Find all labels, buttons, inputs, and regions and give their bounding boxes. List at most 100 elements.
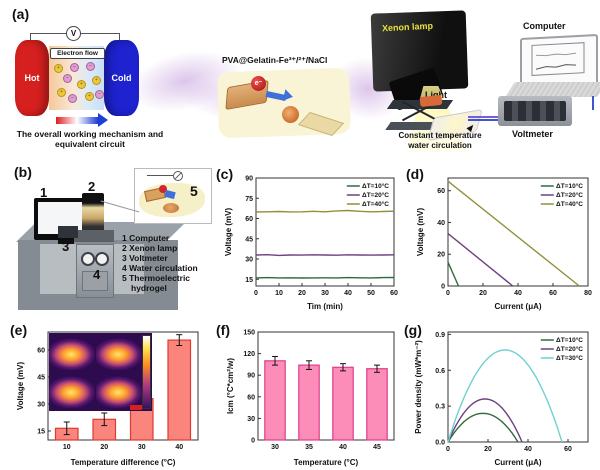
svg-text:45: 45 [373,444,381,451]
svg-text:45: 45 [37,375,45,382]
svg-text:40: 40 [437,220,445,227]
svg-text:60: 60 [247,394,255,401]
inset-rolled-gel [163,203,179,213]
chart-c: 15 30 45 60 75 90 0 10 20 30 40 50 60 ΔT=10°CΔT=20°CΔ… [224,176,398,312]
svg-text:Temperature (°C): Temperature (°C) [294,458,359,467]
svg-text:45: 45 [245,236,253,243]
svg-text:40: 40 [175,444,183,451]
svg-text:60: 60 [390,290,398,297]
cation-icon: + [54,64,63,73]
panel-g-label: (g) [404,322,422,338]
svg-text:ΔT=20°C: ΔT=20°C [362,191,389,199]
svg-text:0.9: 0.9 [435,332,445,339]
svg-text:0: 0 [441,284,445,291]
svg-text:90: 90 [245,176,253,183]
water-circulation-label-line1: Constant temperature [398,131,482,140]
svg-text:60: 60 [437,188,445,195]
svg-text:ΔT=10°C: ΔT=10°C [556,182,583,190]
svg-text:35: 35 [305,444,313,451]
cold-side: Cold [104,40,139,116]
voltmeter-display [504,101,566,121]
chart-f: 0 30 60 90 120 150 30 35 40 45 Temperature (°C) Icm… [226,330,395,467]
svg-text:60: 60 [37,348,45,355]
anion-icon: − [95,90,104,99]
svg-text:Icm (°C*cm²/w): Icm (°C*cm²/w) [226,358,235,414]
cation-icon: + [92,76,101,85]
material-label: PVA@Gelatin-Fe³⁺/²⁺/NaCl [222,55,328,65]
svg-text:0: 0 [251,438,255,445]
meter-icon [173,171,183,181]
svg-text:90: 90 [247,373,255,380]
svg-text:20: 20 [479,290,487,297]
svg-text:ΔT=20°C: ΔT=20°C [556,191,583,199]
svg-text:15: 15 [37,429,45,436]
cation-icon: + [77,80,86,89]
laptop-base [505,82,600,97]
svg-text:20: 20 [437,252,445,259]
dial-icon [95,252,109,266]
b-legend-item: 4 Water circulation [122,263,198,273]
meter-needle [174,171,182,180]
lamp-stand [74,230,114,242]
svg-text:10: 10 [63,444,71,451]
panel-e-label: (e) [10,322,28,338]
svg-text:0: 0 [446,446,450,453]
svg-text:40: 40 [524,446,532,453]
svg-text:Voltage (mV): Voltage (mV) [416,208,425,257]
svg-text:10: 10 [275,290,283,297]
svg-text:40: 40 [514,290,522,297]
svg-text:30: 30 [245,257,253,264]
anion-icon: − [86,62,95,71]
svg-text:120: 120 [243,351,255,358]
panel-a-label: (a) [12,6,30,22]
svg-text:0: 0 [446,290,450,297]
cation-icon: + [57,88,66,97]
cation-icon: + [85,92,94,101]
hot-side: Hot [15,40,49,116]
svg-text:80: 80 [584,290,592,297]
signal-wire [468,119,514,121]
callout-3: 3 [62,239,70,254]
b-legend-item: 2 Xenon lamp [122,243,178,253]
panel-b-label: (b) [14,164,32,180]
water-circulation-label-line2: water circulation [408,140,472,150]
thermal-image [96,333,142,370]
svg-text:0: 0 [254,290,258,297]
laptop-screen [520,33,598,91]
b-legend-item: hydrogel [131,283,167,293]
svg-text:0.3: 0.3 [435,404,445,411]
svg-text:15: 15 [245,277,253,284]
voltmeter-symbol-icon: V [66,26,81,41]
callout-1: 1 [40,185,48,200]
svg-text:Current (μA): Current (μA) [494,458,541,467]
circulator-panel [82,271,108,291]
signal-wire [592,96,594,110]
hydrogel-inset [134,168,212,224]
svg-text:ΔT=40°C: ΔT=40°C [556,200,583,208]
thermal-badge [130,405,142,410]
voltmeter-box [498,96,572,126]
svg-text:20: 20 [484,446,492,453]
inset-circuit-wire [147,175,173,176]
panel-d-label: (d) [406,166,424,182]
inset-electron-icon [159,185,167,193]
svg-text:20: 20 [298,290,306,297]
svg-text:30: 30 [321,290,329,297]
thermal-image [49,333,95,370]
dial-icon [81,252,95,266]
callout-2: 2 [88,179,96,194]
svg-text:Tim (min): Tim (min) [307,302,343,311]
chart-d: 0 20 40 60 0 20 40 60 80 ΔT=10°CΔT=20°CΔT=40°C Cur… [416,177,592,311]
anion-icon: − [63,74,72,83]
svg-text:0.0: 0.0 [435,440,445,447]
svg-text:Voltage (mV): Voltage (mV) [224,208,233,257]
svg-text:20: 20 [100,444,108,451]
svg-text:Current (μA): Current (μA) [494,302,541,311]
signal-wire [468,116,514,118]
svg-text:60: 60 [564,446,572,453]
svg-text:30: 30 [247,416,255,423]
thermal-image [96,371,142,408]
thermal-inset [49,333,152,411]
svg-text:40: 40 [339,444,347,451]
